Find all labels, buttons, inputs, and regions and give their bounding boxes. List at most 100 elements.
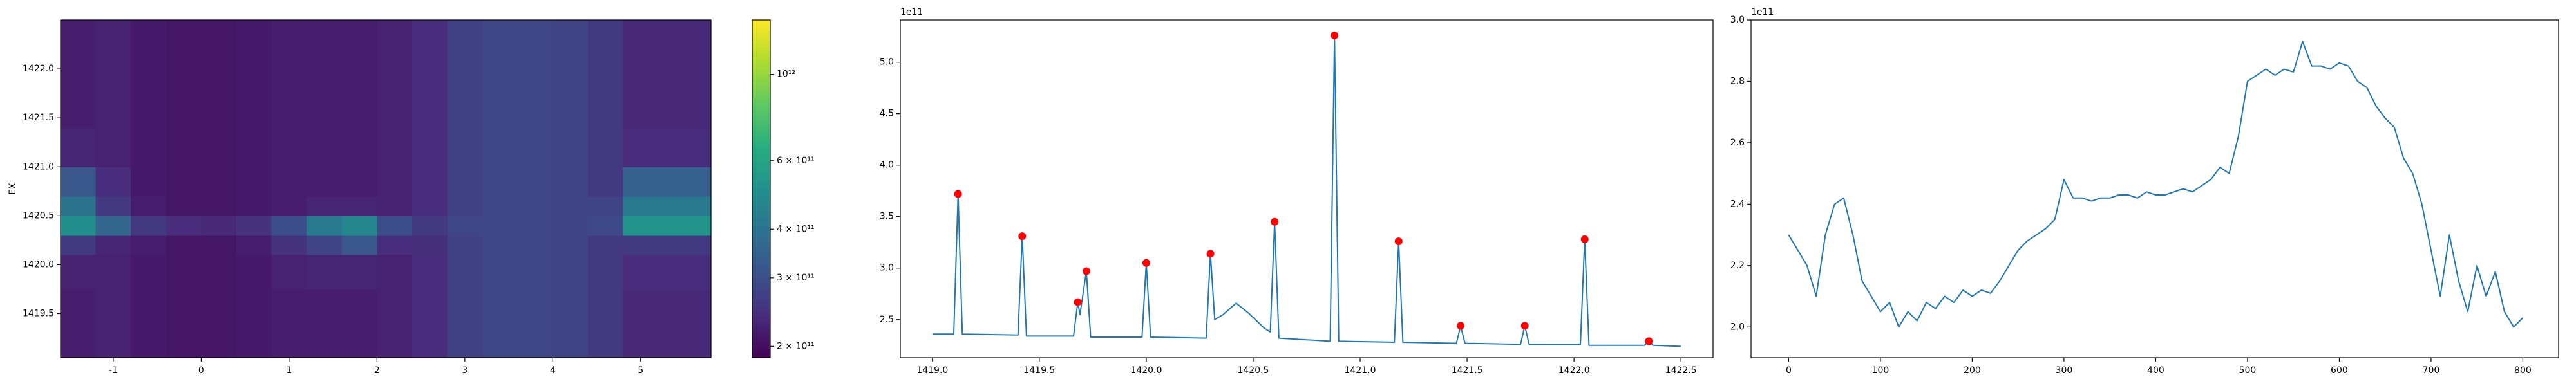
heatmap-cell [587, 20, 624, 55]
colorbar-segment [752, 172, 770, 176]
colorbar-segment [752, 37, 770, 41]
heatmap-cell [236, 88, 272, 128]
x-tick-label: 700 [2423, 365, 2440, 376]
heatmap-cell [271, 216, 307, 236]
heatmap-cell [271, 255, 307, 290]
heatmap-cell [201, 167, 237, 197]
heatmap-cell [412, 323, 448, 358]
colorbar-segment [752, 310, 770, 315]
offset-text: 1e11 [900, 7, 923, 17]
heatmap-cell [517, 216, 553, 236]
colorbar-segment [752, 101, 770, 105]
colorbar-segment [752, 283, 770, 288]
heatmap-cell [341, 235, 377, 255]
heatmap-cell [166, 196, 202, 216]
heatmap-cell [341, 216, 377, 236]
heatmap-cell [377, 255, 413, 290]
heatmap-cell [447, 289, 483, 324]
colorbar-segment [752, 202, 770, 207]
colorbar-tick-label: 3 × 10¹¹ [777, 273, 815, 283]
heatmap-cell [307, 88, 343, 128]
x-tick-label: 1419.5 [1023, 365, 1055, 376]
y-tick-label: 2.8 [1730, 76, 1745, 86]
heatmap-cell [236, 127, 272, 167]
colorbar-segment [752, 266, 770, 270]
heatmap-cell [131, 289, 167, 324]
x-tick-label: 0 [1786, 365, 1792, 376]
colorbar-segment [752, 155, 770, 159]
heatmap-cell [271, 88, 307, 128]
heatmap-cell [236, 255, 272, 290]
heatmap-cell [271, 20, 307, 55]
x-tick-label: 1421.5 [1452, 365, 1483, 376]
axes-frame [60, 19, 712, 358]
colorbar-segment [752, 91, 770, 95]
colorbar-segment [752, 317, 770, 321]
colorbar-segment [752, 239, 770, 243]
heatmap-cell [61, 127, 97, 167]
x-tick-label: 4 [550, 365, 556, 376]
colorbar-segment [752, 107, 770, 112]
heatmap-cell [61, 216, 97, 236]
heatmap-cell [166, 323, 202, 358]
colorbar-segment [752, 40, 770, 44]
heatmap-cell [447, 127, 483, 167]
heatmap-cell [553, 255, 589, 290]
colorbar-segment [752, 47, 770, 51]
heatmap-cell [377, 216, 413, 236]
colorbar-segment [752, 307, 770, 311]
heatmap-cell [341, 167, 377, 197]
peak-marker [954, 190, 962, 198]
heatmap-cell [271, 196, 307, 216]
heatmap-cell [307, 127, 343, 167]
colorbar-segment [752, 320, 770, 324]
colorbar-segment [752, 121, 770, 125]
heatmap-cell [412, 167, 448, 197]
heatmap-cell [517, 167, 553, 197]
y-tick-label: 2.6 [1730, 138, 1745, 148]
heatmap-cell [61, 20, 97, 55]
heatmap-cell [377, 20, 413, 55]
heatmap-cell [377, 54, 413, 89]
heatmap-cell [271, 54, 307, 89]
heatmap-cell [517, 289, 553, 324]
heatmap-cell [61, 54, 97, 89]
colorbar-segment [752, 216, 770, 220]
axes-frame [900, 19, 1714, 358]
colorbar-segment [752, 50, 770, 54]
colorbar-segment [752, 243, 770, 247]
heatmap-cell [517, 20, 553, 55]
colorbar-tick-label: 2 × 10¹¹ [777, 341, 815, 351]
x-tick-label: 5 [638, 365, 643, 376]
colorbar-segment [752, 293, 770, 297]
y-tick-label: 1422.0 [23, 64, 54, 74]
heatmap-cell [377, 167, 413, 197]
colorbar-segment [752, 188, 770, 193]
colorbar-segment [752, 33, 770, 37]
heatmap-cell [307, 196, 343, 216]
heatmap-cell [201, 216, 237, 236]
heatmap-cell [587, 323, 624, 358]
heatmap-cell [271, 235, 307, 255]
heatmap-cell [377, 196, 413, 216]
heatmap-cell [623, 196, 712, 216]
colorbar-segment [752, 259, 770, 264]
colorbar-segment [752, 212, 770, 216]
y-tick-label: 1420.0 [23, 259, 54, 270]
heatmap-cell [553, 216, 589, 236]
heatmap-cell [236, 235, 272, 255]
heatmap-cell [201, 235, 237, 255]
heatmap-cell [623, 323, 712, 358]
heatmap-cell [517, 54, 553, 89]
heatmap-cell [553, 167, 589, 197]
colorbar-segment [752, 165, 770, 169]
peak-marker [1271, 217, 1279, 226]
colorbar-segment [752, 145, 770, 149]
heatmap-cell [236, 167, 272, 197]
x-tick-label: 800 [2514, 365, 2532, 376]
x-tick-label: 1420.5 [1237, 365, 1269, 376]
heatmap-cell [131, 216, 167, 236]
colorbar-segment [752, 232, 770, 237]
heatmap-cell [377, 127, 413, 167]
